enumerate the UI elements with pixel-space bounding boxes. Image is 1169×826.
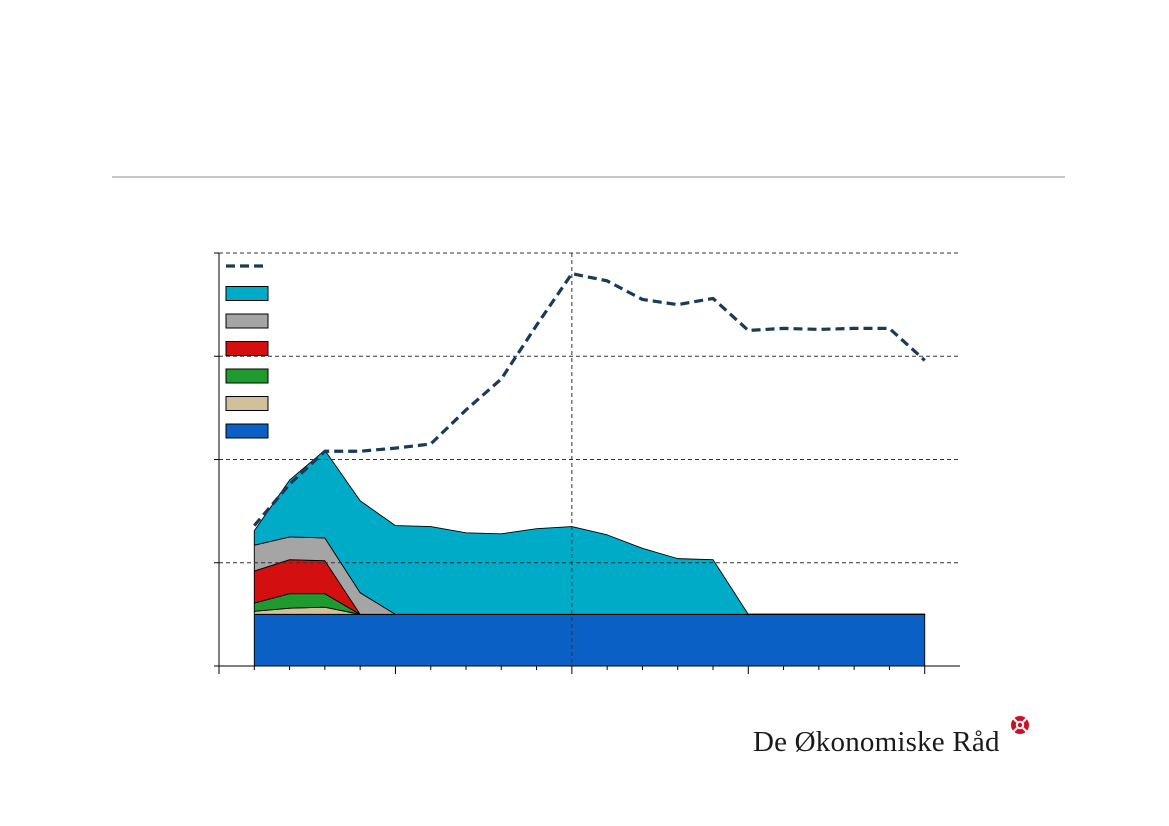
legend-cyan-patch xyxy=(225,286,269,301)
logo-text: De Økonomiske Råd xyxy=(753,726,1000,758)
area-layers xyxy=(253,449,926,667)
legend-tan-patch xyxy=(225,396,269,411)
logo-mark-icon xyxy=(1011,716,1029,734)
area-blue xyxy=(253,613,926,667)
gridlines xyxy=(219,252,960,666)
legend-red-patch xyxy=(225,341,269,356)
legend-gray-patch xyxy=(225,313,269,329)
total-line-layer xyxy=(253,272,926,527)
area-cyan xyxy=(253,449,926,615)
axes xyxy=(214,252,960,674)
legend xyxy=(225,264,269,439)
legend-green-patch xyxy=(225,368,269,384)
line-total xyxy=(253,272,926,527)
legend-blue-patch xyxy=(225,423,269,439)
header-divider xyxy=(112,176,1065,178)
